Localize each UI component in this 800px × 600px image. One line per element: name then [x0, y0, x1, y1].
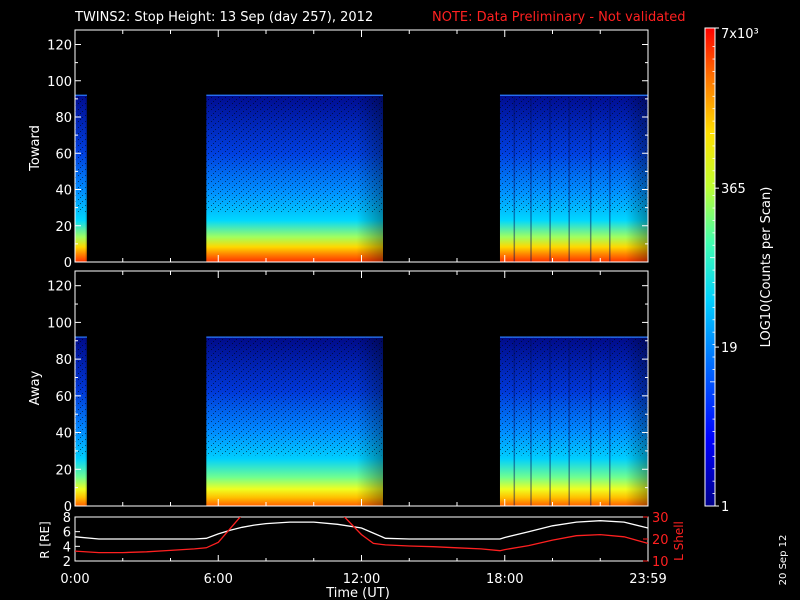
date-stamp: 20 Sep 12 [778, 535, 789, 586]
orbit-right-tick-label: 20 [652, 533, 669, 548]
toward-ylabel: Toward [28, 125, 43, 172]
y-tick-label: 120 [47, 280, 72, 295]
orbit-r-line [75, 520, 648, 540]
colorbar-panel: 1 19 365 7x10³ [704, 27, 759, 515]
y-tick-label: 60 [55, 390, 72, 405]
colorbar-label: LOG10(Counts per Scan) [759, 187, 774, 348]
time-tick-label: 12:00 [343, 572, 380, 587]
y-tick-label: 120 [47, 39, 72, 54]
y-tick-label: 0 [64, 500, 72, 515]
spectrogram-edge-fade-1 [75, 337, 87, 506]
y-tick-label: 20 [55, 220, 72, 235]
orbit-left-tick-label: 6 [63, 526, 71, 541]
toward-spectrogram-panel: 0 20 40 60 80 100 120 [47, 29, 649, 271]
y-tick-label: 40 [55, 427, 72, 442]
orbit-right-tick-label: 30 [652, 511, 669, 526]
colorbar-tick-label: 365 [721, 182, 746, 197]
orbit-right-tick-label: 10 [652, 555, 669, 570]
y-tick-label: 80 [55, 353, 72, 368]
figure-title: TWINS2: Stop Height: 13 Sep (day 257), 2… [74, 10, 373, 25]
time-xlabel: Time (UT) [325, 586, 390, 600]
spectrogram-edge-fade-3 [499, 95, 648, 262]
orbit-r-ylabel: R [RE] [38, 521, 52, 558]
time-tick-label: 0:00 [60, 572, 89, 587]
colorbar-gradient [704, 27, 716, 507]
away-spectrogram-panel: 0 20 40 60 80 100 120 [47, 270, 649, 515]
y-tick-label: 40 [55, 184, 72, 199]
y-tick-label: 80 [55, 111, 72, 126]
orbit-left-tick-label: 8 [63, 511, 71, 526]
y-tick-label: 100 [47, 75, 72, 90]
preliminary-note: NOTE: Data Preliminary - Not validated [432, 10, 686, 25]
y-tick-label: 20 [55, 463, 72, 478]
spectrogram-edge-fade-3 [499, 337, 648, 506]
y-tick-label: 60 [55, 147, 72, 162]
colorbar-tick-label: 19 [721, 341, 738, 356]
time-tick-label: 18:00 [486, 572, 523, 587]
time-tick-label: 6:00 [204, 572, 233, 587]
colorbar-tick-label: 1 [721, 500, 729, 515]
time-tick-label: 23:59 [629, 572, 666, 587]
spectrogram-edge-fade-2 [206, 95, 383, 262]
orbit-left-tick-label: 4 [63, 540, 71, 555]
colorbar-tick-label: 7x10³ [721, 27, 759, 42]
y-tick-label: 100 [47, 316, 72, 331]
away-ylabel: Away [28, 370, 43, 405]
orbit-lshell-ylabel: L Shell [672, 521, 686, 561]
orbit-lshell-line [75, 517, 648, 554]
spectrogram-edge-fade-1 [75, 95, 87, 262]
spectrogram-edge-fade-2 [206, 337, 383, 506]
orbit-left-tick-label: 2 [63, 555, 71, 570]
y-tick-label: 0 [64, 256, 72, 271]
